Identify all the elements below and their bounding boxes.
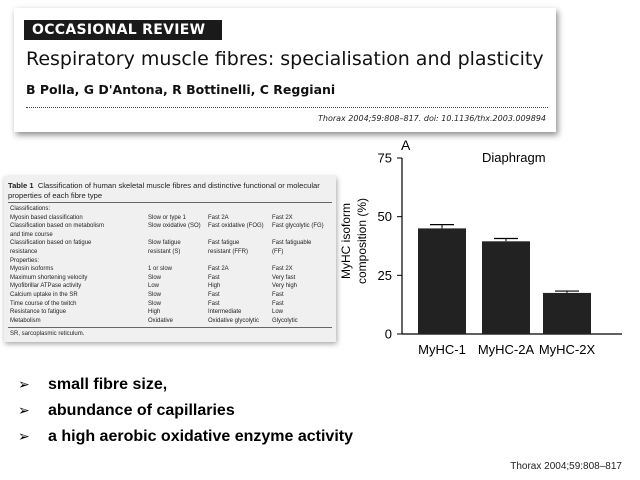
table-bottom-rule [8, 327, 332, 328]
chart-bars [418, 224, 591, 334]
chart-bar [543, 292, 591, 334]
table-cell-fast-2x: Fast [272, 292, 284, 298]
chart-panel-label: A [401, 138, 411, 153]
table-cell-fast-2x: Fast 2X [272, 266, 293, 273]
chart-ylabel-line2: composition (%) [355, 198, 369, 284]
chart-ylabel-line1: MyHC isoform [339, 203, 353, 279]
table-cell-slow: Slow [148, 292, 162, 298]
table-cell-fast-2x: Very fast [272, 274, 296, 281]
arrow-bullet-icon: ➢ [18, 403, 30, 419]
table-cell-fast-2x: Fast 2X [272, 214, 293, 221]
table-cell-slow: Slow [148, 300, 162, 307]
table-cell-fast-2a: Fast fatigue [208, 240, 240, 247]
table-cell-slow: Oxidative [148, 317, 174, 324]
table-cell-label: and time course [10, 231, 53, 238]
chart-y-ticks: 0 25 50 75 [378, 151, 402, 342]
table-cell-label: Classifications: [10, 206, 51, 212]
table-cell-fast-2x: Fast fatiguable [272, 240, 312, 247]
table-cell-slow: Slow oxidative (SO) [148, 223, 201, 230]
table-cell-fast-2x: Fast [272, 300, 284, 307]
table-cell-label: Metabolism [10, 317, 41, 324]
paper-title: Respiratory muscle fibres: specialisatio… [26, 48, 544, 70]
table-cell-label: Myosin based classification [10, 214, 83, 221]
table-cell-fast-2x: (FF) [272, 249, 284, 255]
table-cell-slow: 1 or slow [148, 266, 173, 273]
table-cell-slow: High [148, 309, 161, 316]
fibre-classification-table: Table 1 Classification of human skeletal… [4, 176, 336, 342]
diaphragm-bar-chart: A Diaphragm MyHC isoform composition (%)… [339, 138, 622, 357]
table-footnote: SR, sarcoplasmic reticulum. [10, 331, 85, 337]
chart-x-tick-label: MyHC-1 [418, 342, 466, 357]
footer-citation: Thorax 2004;59:808–817 [510, 461, 622, 472]
table-cell-fast-2a: Fast oxidative (FOG) [208, 223, 264, 230]
chart-y-tick-label: 25 [378, 268, 392, 283]
table-cell-fast-2a: High [208, 283, 221, 290]
table-cell-fast-2a: Fast [208, 300, 220, 307]
chart-x-tick-label: MyHC-2A [478, 342, 535, 357]
table-caption-text: Classification of human skeletal muscle … [8, 181, 320, 200]
table-cell-label: Resistance to fatigue [10, 309, 67, 316]
arrow-bullet-icon: ➢ [18, 377, 30, 393]
table-cell-slow: Slow or type 1 [148, 214, 187, 221]
table-caption-label: Table 1 [8, 181, 34, 190]
arrow-bullet-icon: ➢ [18, 429, 30, 445]
table-cell-label: Myofibrillar ATPase activity [10, 283, 82, 290]
chart-bar [418, 228, 466, 334]
table-cell-label: Classification based on metabolism [10, 223, 105, 230]
table-top-rule [8, 202, 332, 203]
chart-x-labels: MyHC-1 MyHC-2A MyHC-2X [418, 342, 595, 357]
table-cell-label: resistance [10, 249, 38, 255]
table-cell-slow: Slow [148, 274, 162, 281]
table-cell-fast-2a: Fast 2A [208, 266, 229, 273]
table-cell-label: Properties: [10, 257, 40, 264]
dotted-divider [26, 107, 548, 108]
bullet-text: abundance of capillaries [48, 402, 235, 419]
table-cell-fast-2a: Intermediate [208, 309, 242, 316]
chart-y-tick-label: 50 [378, 209, 392, 224]
chart-bar [482, 241, 530, 334]
paper-citation: Thorax 2004;59:808–817. doi: 10.1136/thx… [317, 114, 546, 123]
section-badge: OCCASIONAL REVIEW [24, 20, 222, 40]
table-cell-fast-2a: Fast [208, 292, 220, 298]
bullet-text: small fibre size, [48, 376, 168, 393]
table-cell-fast-2x: Fast glycolytic (FG) [272, 223, 324, 230]
table-cell-fast-2a: Fast [208, 274, 220, 281]
table-cell-fast-2x: Glycolytic [272, 317, 298, 324]
chart-y-tick-label: 75 [378, 151, 392, 166]
chart-x-tick-label: MyHC-2X [539, 342, 596, 357]
table-cell-label: Classification based on fatigue [10, 240, 92, 247]
table-cell-label: Calcium uptake in the SR [10, 292, 78, 298]
chart-y-tick-label: 0 [385, 327, 392, 342]
table-cell-label: Time course of the twitch [10, 300, 77, 307]
table-cell-fast-2x: Low [272, 309, 284, 316]
table-cell-fast-2a: resistant (FFR) [208, 249, 249, 255]
table-cell-fast-2a: Oxidative glycolytic [208, 317, 260, 324]
table-cell-slow: Slow fatigue [148, 240, 181, 247]
table-cell-label: Maximum shortening velocity [10, 274, 88, 281]
table-cell-fast-2a: Fast 2A [208, 214, 229, 221]
table-cell-label: Myosin isoforms [10, 266, 54, 273]
table-cell-slow: resistant (S) [148, 249, 181, 255]
paper-header: OCCASIONAL REVIEW Respiratory muscle fib… [14, 8, 556, 132]
table-cell-slow: Low [148, 283, 160, 290]
paper-authors: B Polla, G D'Antona, R Bottinelli, C Reg… [26, 82, 336, 97]
chart-title: Diaphragm [482, 150, 546, 165]
bullet-text: a high aerobic oxidative enzyme activity [48, 428, 353, 445]
table-caption: Table 1 Classification of human skeletal… [8, 181, 328, 200]
table-cell-fast-2x: Very high [272, 283, 298, 290]
